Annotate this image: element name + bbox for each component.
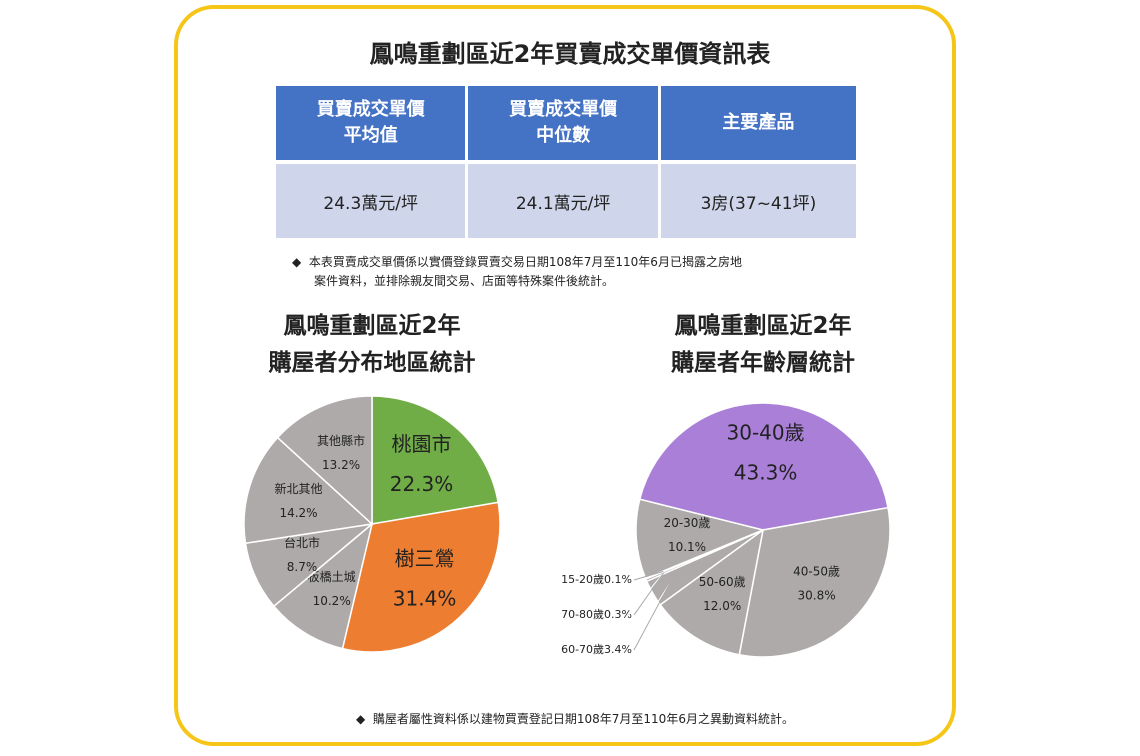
cell: 3房(37~41坪) — [660, 164, 856, 238]
slice-category: 15-20歲 — [561, 572, 604, 586]
header-line: 買賣成交單價 — [316, 99, 425, 120]
cell: 24.1萬元/坪 — [468, 164, 658, 238]
slice-value: 12.0% — [703, 599, 741, 613]
header-line: 主要產品 — [722, 112, 795, 133]
pie-slice — [738, 506, 891, 658]
pie-slice — [638, 402, 889, 531]
chart-title: 鳳鳴重劃區近2年 — [674, 312, 851, 339]
price-table: 買賣成交單價 平均值 買賣成交單價 中位數 主要產品 24.3萬元/坪 24.1萬元… — [273, 82, 859, 242]
slice-label: 20-30歲 — [664, 516, 711, 530]
chart-title: 鳳鳴重劃區近2年 — [283, 312, 460, 339]
slice-label: 70-80歲0.3% — [561, 607, 632, 621]
slice-value: 22.3% — [390, 472, 454, 496]
slice-label: 60-70歲3.4% — [561, 642, 632, 656]
slice-value: 14.2% — [279, 506, 317, 520]
slice-value: 43.3% — [734, 460, 798, 484]
slice-value: 0.3% — [604, 608, 632, 621]
slice-value: 30.8% — [798, 589, 836, 603]
header-cell: 買賣成交單價 平均值 — [276, 86, 466, 160]
header-line: 買賣成交單價 — [509, 99, 618, 120]
header-cell: 買賣成交單價 中位數 — [468, 86, 658, 160]
header-line: 平均值 — [343, 125, 398, 146]
slice-value: 8.7% — [287, 560, 318, 574]
pie-slice — [272, 521, 374, 650]
slice-value: 10.1% — [668, 540, 706, 554]
leader-line — [542, 572, 665, 624]
pie-slice — [341, 501, 501, 653]
chart-title: 購屋者分布地區統計 — [269, 349, 476, 376]
pie-slice — [276, 395, 373, 526]
frame — [174, 5, 956, 746]
leader-line — [633, 583, 670, 651]
slice-label: 樹三鶯 — [395, 546, 455, 570]
leader-line — [542, 583, 670, 659]
slice-label: 新北其他 — [275, 481, 323, 496]
slice-category: 60-70歲 — [561, 642, 604, 656]
slice-value: 10.2% — [313, 594, 351, 608]
header-line: 中位數 — [536, 125, 591, 146]
cell: 24.3萬元/坪 — [276, 164, 466, 238]
slice-label: 板橋土城 — [308, 570, 356, 584]
leader-line — [633, 572, 665, 616]
page-title: 鳳鳴重劃區近2年買賣成交單價資訊表 — [369, 40, 771, 68]
slice-label: 其他縣市 — [317, 433, 365, 448]
slice-label: 40-50歲 — [793, 565, 840, 579]
header-cell: 主要產品 — [660, 86, 856, 160]
note-line: 案件資料，並排除親友間交易、店面等特殊案件後統計。 — [314, 274, 615, 288]
note-line: 購屋者屬性資料係以建物買賣登記日期108年7月至110年6月之異動資料統計。 — [372, 712, 794, 726]
slice-label: 台北市 — [284, 535, 320, 550]
leader-line — [542, 570, 664, 589]
data-row: 24.3萬元/坪 24.1萬元/坪 3房(37~41坪) — [276, 164, 856, 238]
slice-label: 30-40歲 — [727, 420, 805, 444]
note-line: 本表買賣成交單價係以實價登錄買賣交易日期108年7月至110年6月已揭露之房地 — [308, 255, 742, 269]
slice-value: 0.1% — [604, 573, 632, 586]
pie-slice — [243, 436, 374, 545]
slice-label: 15-20歲0.1% — [561, 572, 632, 586]
slice-label: 50-60歲 — [699, 575, 746, 589]
slice-value: 13.2% — [322, 458, 360, 472]
chart-title: 購屋者年齡層統計 — [671, 349, 855, 376]
slice-category: 70-80歲 — [561, 607, 604, 621]
slice-value: 31.4% — [393, 586, 457, 610]
note: ◆ 購屋者屬性資料係以建物買賣登記日期108年7月至110年6月之異動資料統計。 — [356, 712, 794, 726]
slice-label: 桃園市 — [392, 432, 452, 456]
note: ◆ 本表買賣成交單價係以實價登錄買賣交易日期108年7月至110年6月已揭露之房… — [292, 255, 742, 288]
header-row: 買賣成交單價 平均值 買賣成交單價 中位數 主要產品 — [276, 86, 856, 160]
pie-slice — [659, 528, 765, 656]
leader-line — [633, 570, 664, 581]
pie-slice — [371, 395, 500, 525]
